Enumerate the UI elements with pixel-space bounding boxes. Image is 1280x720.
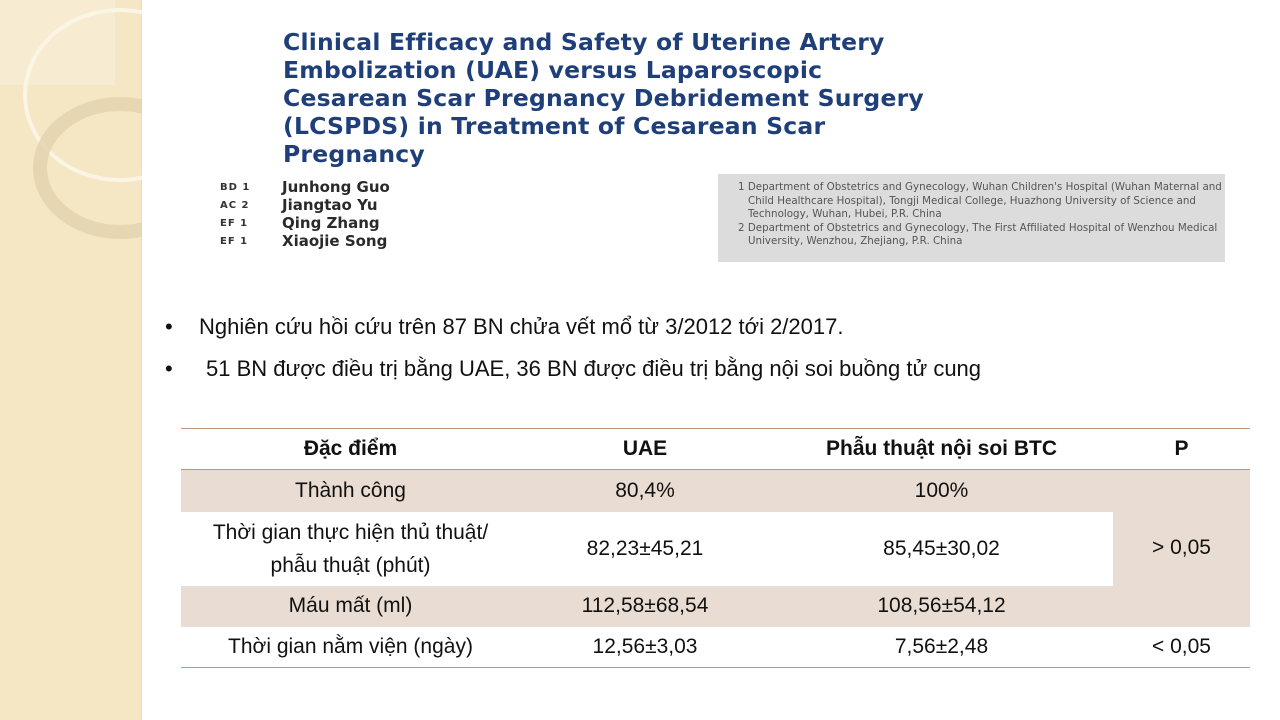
bullet-item: • Nghiên cứu hồi cứu trên 87 BN chửa vết … bbox=[165, 314, 981, 356]
table-row: Thành công 80,4% 100% > 0,05 bbox=[181, 469, 1250, 627]
affiliation: 1 Department of Obstetrics and Gynecolog… bbox=[738, 181, 1222, 220]
title-line: (LCSPDS) in Treatment of Cesarean Scar bbox=[283, 112, 826, 140]
bullet-text: Nghiên cứu hồi cứu trên 87 BN chửa vết m… bbox=[199, 314, 844, 339]
bullet-text: 51 BN được điều trị bằng UAE, 36 BN được… bbox=[206, 356, 982, 381]
header-cell: Đặc điểm bbox=[181, 428, 520, 470]
author: BD 1 Junhong Guo bbox=[220, 178, 390, 196]
author: EF 1 Xiaojie Song bbox=[220, 232, 390, 250]
title-line: Embolization (UAE) versus Laparoscopic bbox=[283, 56, 823, 84]
title-line: Clinical Efficacy and Safety of Uterine … bbox=[283, 28, 885, 56]
title-line: Cesarean Scar Pregnancy Debridement Surg… bbox=[283, 84, 924, 112]
affiliation: 2 Department of Obstetrics and Gynecolog… bbox=[738, 221, 1218, 248]
header-cell: Phẫu thuật nội soi BTC bbox=[770, 428, 1113, 470]
cell: 108,56±54,12 bbox=[770, 585, 1113, 627]
paper-title: Clinical Efficacy and Safety of Uterine … bbox=[283, 28, 924, 168]
bullet-list: • Nghiên cứu hồi cứu trên 87 BN chửa vết … bbox=[165, 314, 981, 398]
ring-decoration-icon bbox=[0, 0, 142, 239]
cell: 112,58±68,54 bbox=[520, 585, 770, 627]
cell: Máu mất (ml) bbox=[181, 585, 520, 627]
author-name: Qing Zhang bbox=[282, 214, 380, 232]
table-header: Đặc điểm UAE Phẫu thuật nội soi BTC P bbox=[181, 428, 1250, 470]
table-row: Thời gian nằm viện (ngày) 12,56±3,03 7,5… bbox=[181, 626, 1250, 668]
cell: 82,23±45,21 bbox=[586, 536, 704, 560]
cell: 80,4% bbox=[520, 469, 770, 512]
cell: Thời gian nằm viện (ngày) bbox=[181, 626, 520, 668]
comparison-table: Đặc điểm UAE Phẫu thuật nội soi BTC P Th… bbox=[181, 428, 1250, 668]
bullet-item: • 51 BN được điều trị bằng UAE, 36 BN đượ… bbox=[165, 356, 981, 398]
author-role: EF 1 bbox=[220, 217, 249, 229]
p-value-cell: < 0,05 bbox=[1113, 626, 1250, 668]
bullet-icon: • bbox=[165, 356, 173, 381]
cell: 85,45±30,02 bbox=[883, 536, 1000, 560]
author-name: Junhong Guo bbox=[282, 178, 390, 196]
affiliations-box: 1 Department of Obstetrics and Gynecolog… bbox=[718, 174, 1225, 262]
cell: Thời gian thực hiện thủ thuật/ phẫu thuậ… bbox=[212, 520, 489, 577]
author-name: Xiaojie Song bbox=[282, 232, 388, 250]
cell: Thành công bbox=[181, 469, 520, 512]
bullet-icon: • bbox=[165, 314, 173, 339]
author-name: Jiangtao Yu bbox=[282, 196, 378, 214]
author: AC 2 Jiangtao Yu bbox=[220, 196, 390, 214]
cell: 100% bbox=[770, 469, 1113, 512]
table-row: Máu mất (ml) 112,58±68,54 108,56±54,12 bbox=[181, 585, 1250, 627]
header-cell: UAE bbox=[520, 428, 770, 470]
decorative-sidebar bbox=[0, 0, 142, 720]
author: EF 1 Qing Zhang bbox=[220, 214, 390, 232]
table-row: Thời gian thực hiện thủ thuật/ phẫu thuậ… bbox=[181, 512, 1250, 586]
author-role: AC 2 bbox=[220, 199, 250, 211]
header-cell: P bbox=[1113, 428, 1250, 470]
cell: 7,56±2,48 bbox=[770, 626, 1113, 668]
title-line: Pregnancy bbox=[283, 140, 425, 168]
cell: 12,56±3,03 bbox=[520, 626, 770, 668]
author-role: BD 1 bbox=[220, 181, 251, 193]
p-value-cell: > 0,05 bbox=[1113, 469, 1250, 627]
author-list: BD 1 Junhong Guo AC 2 Jiangtao Yu EF 1 Qing… bbox=[220, 178, 390, 250]
author-role: EF 1 bbox=[220, 235, 249, 247]
